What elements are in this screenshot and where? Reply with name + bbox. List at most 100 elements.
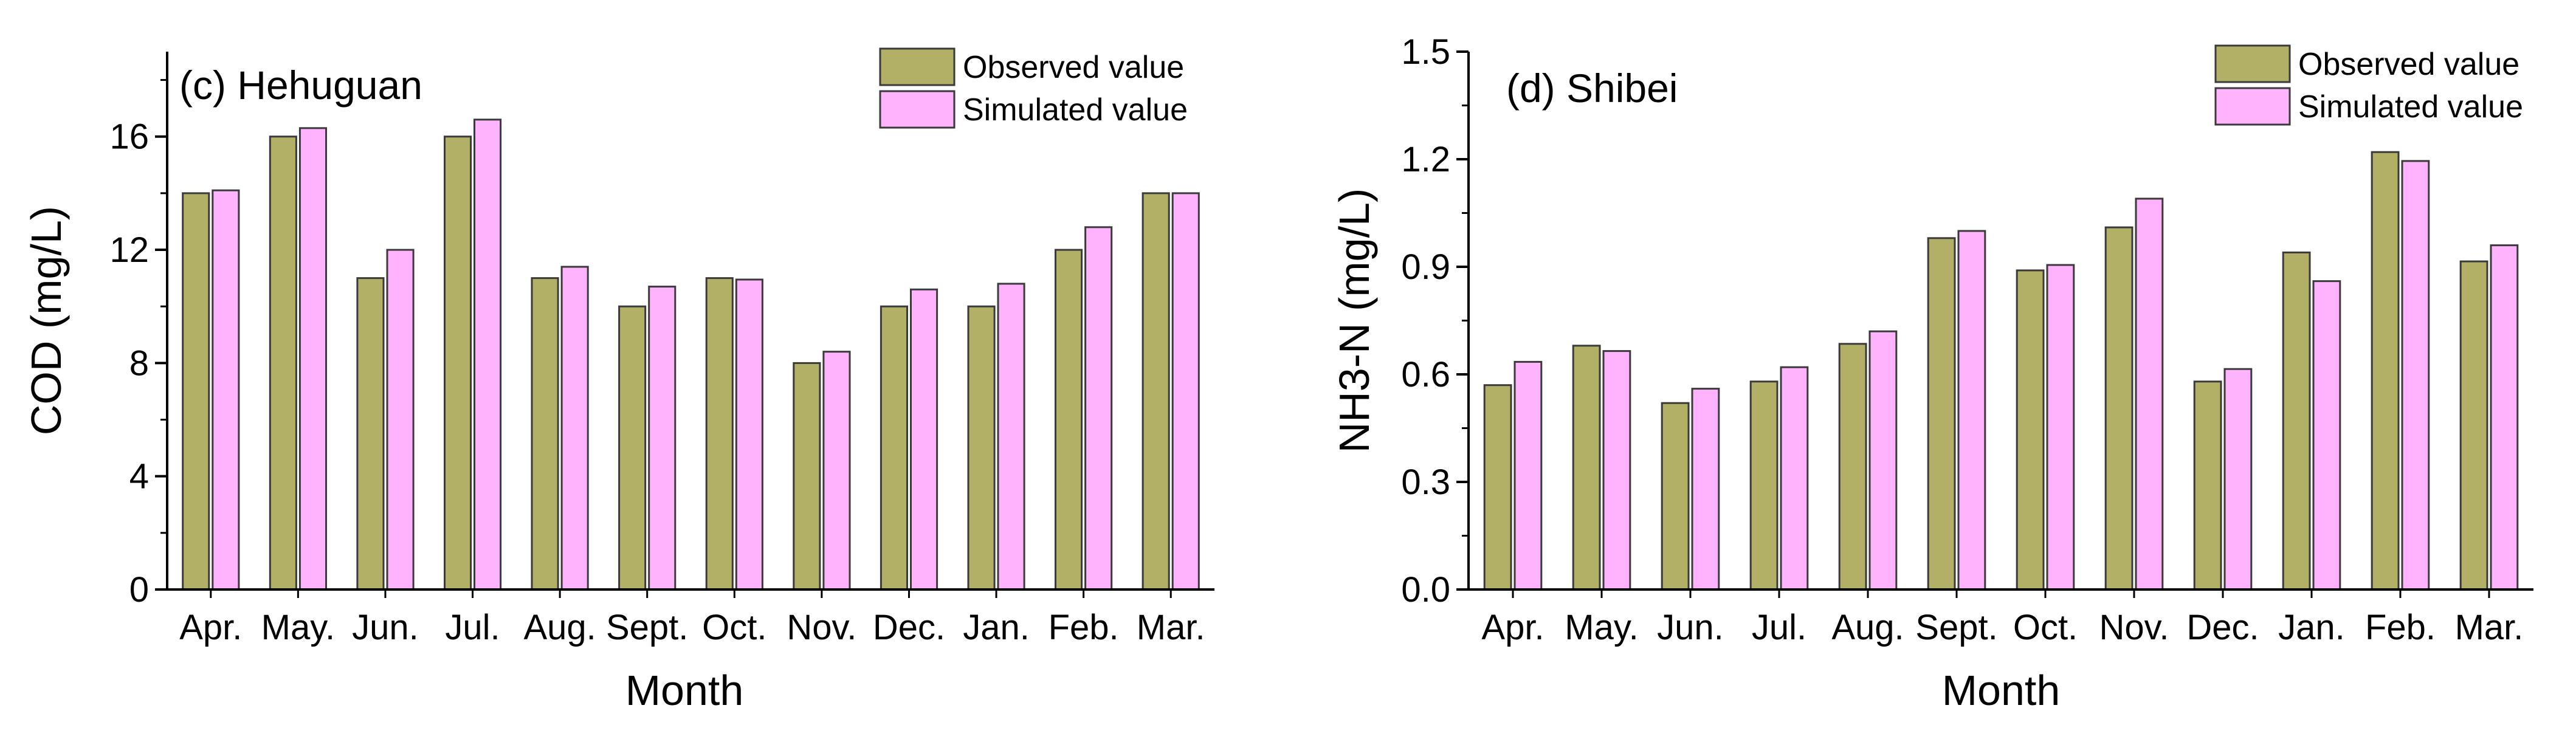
x-tick-label-aug: Aug. <box>523 608 596 647</box>
bar-simulated-nov <box>822 351 851 591</box>
bar-observed-apr <box>1483 384 1512 591</box>
y-tick-label: 0 <box>129 570 149 610</box>
bar-observed-feb <box>2371 151 2400 591</box>
bar-observed-oct <box>705 277 734 591</box>
bar-simulated-may <box>1602 350 1631 591</box>
y-tick-label: 4 <box>129 457 149 497</box>
bar-simulated-oct <box>735 278 763 591</box>
x-tick-label-may: May. <box>1565 608 1638 647</box>
bar-simulated-jul <box>474 119 502 591</box>
x-tick-label-apr: Apr. <box>179 608 242 647</box>
bar-observed-mar <box>2459 260 2488 591</box>
y-tick-label: 0.6 <box>1401 355 1450 394</box>
x-tick-label-feb: Feb. <box>2365 608 2436 647</box>
x-tick-label-nov: Nov. <box>787 608 856 647</box>
legend-swatch-observed <box>2214 44 2291 83</box>
x-tick-label-feb: Feb. <box>1049 608 1119 647</box>
x-tick-label-mar: Mar. <box>2455 608 2524 647</box>
y-tick-label: 12 <box>109 230 149 270</box>
y-tick-label: 0.9 <box>1401 247 1450 287</box>
legend-swatch-simulated <box>879 90 956 129</box>
x-tick-label-jun: Jun. <box>1657 608 1724 647</box>
x-tick-label-dec: Dec. <box>873 608 945 647</box>
chart-panel-1: 0.0 0.3 0.6 0.9 1.2 1.5 Apr. May. Jun. Jul. Aug. Se… <box>1331 32 2533 714</box>
x-tick-label-dec: Dec. <box>2186 608 2259 647</box>
x-tick-label-jun: Jun. <box>352 608 419 647</box>
legend-swatch-simulated <box>2214 87 2291 126</box>
bar-simulated-dec <box>910 288 938 591</box>
x-axis-label: Month <box>625 667 744 714</box>
legend-label-observed: Observed value <box>963 50 1184 85</box>
x-tick-label-oct: Oct. <box>2013 608 2078 647</box>
bar-simulated-jun <box>386 249 415 591</box>
bar-simulated-apr <box>1514 360 1543 591</box>
bar-observed-oct <box>2016 269 2045 591</box>
bar-simulated-apr <box>212 189 240 591</box>
x-tick-label-nov: Nov. <box>2099 608 2169 647</box>
bar-observed-feb <box>1055 249 1083 591</box>
x-tick-label-sept: Sept. <box>1915 608 1997 647</box>
bar-simulated-feb <box>2401 160 2430 591</box>
bar-observed-sept <box>618 305 647 591</box>
bar-observed-aug <box>1838 343 1867 591</box>
panel-title: (d) Shibei <box>1506 66 1678 111</box>
y-axis-label: NH3-N (mg/L) <box>1331 188 1378 453</box>
y-tick-label: 8 <box>129 343 149 383</box>
bar-observed-mar <box>1142 192 1170 591</box>
bar-observed-dec <box>2193 380 2222 591</box>
bar-simulated-jun <box>1691 388 1720 591</box>
bar-simulated-sept <box>1957 230 1986 591</box>
legend-label-simulated: Simulated value <box>963 92 1188 128</box>
legend-label-observed: Observed value <box>2298 47 2519 82</box>
bar-simulated-jul <box>1780 366 1809 591</box>
y-tick-label: 0.0 <box>1401 570 1450 610</box>
bar-simulated-nov <box>2135 198 2164 591</box>
bar-observed-jul <box>444 136 472 591</box>
bar-observed-nov <box>2104 226 2133 591</box>
x-tick-label-mar: Mar. <box>1137 608 1205 647</box>
x-tick-label-apr: Apr. <box>1481 608 1544 647</box>
legend-label-simulated: Simulated value <box>2298 89 2523 125</box>
y-tick-label: 1.5 <box>1401 32 1450 72</box>
bar-observed-jun <box>356 277 385 591</box>
x-tick-label-oct: Oct. <box>702 608 766 647</box>
bar-observed-nov <box>793 362 821 591</box>
x-tick-label-jul: Jul. <box>1752 608 1806 647</box>
bar-simulated-mar <box>1171 192 1200 591</box>
bar-observed-may <box>269 136 297 591</box>
chart-panel-0: 0 4 8 12 16 Apr. May. Jun. Jul. Aug. Sept. Oct. Nov.… <box>22 47 1214 714</box>
bar-observed-apr <box>182 192 210 591</box>
y-tick-label: 1.2 <box>1401 140 1450 179</box>
legend-swatch-observed <box>879 47 956 86</box>
y-tick-label: 16 <box>109 117 149 157</box>
x-tick-label-jan: Jan. <box>2278 608 2345 647</box>
bar-observed-jul <box>1749 380 1779 591</box>
bar-observed-dec <box>880 305 909 591</box>
bar-simulated-feb <box>1084 226 1113 591</box>
x-axis-label: Month <box>1942 667 2061 714</box>
bar-simulated-oct <box>2046 264 2075 591</box>
bar-simulated-may <box>298 127 327 591</box>
bar-simulated-mar <box>2490 244 2519 591</box>
bar-observed-sept <box>1927 237 1956 591</box>
legend: Observed value Simulated value <box>2214 44 2523 126</box>
bar-simulated-jan <box>997 283 1025 591</box>
x-tick-label-sept: Sept. <box>606 608 688 647</box>
panel-title: (c) Hehuguan <box>179 63 422 108</box>
x-tick-label-aug: Aug. <box>1831 608 1904 647</box>
bar-simulated-sept <box>648 286 677 591</box>
bar-simulated-aug <box>560 266 589 591</box>
y-tick-label: 0.3 <box>1401 462 1450 502</box>
bar-observed-aug <box>531 277 559 591</box>
bar-observed-jan <box>2282 251 2311 591</box>
x-tick-label-jan: Jan. <box>963 608 1030 647</box>
bar-observed-may <box>1572 345 1601 591</box>
bar-simulated-jan <box>2312 280 2341 591</box>
legend: Observed value Simulated value <box>879 47 1188 129</box>
bar-observed-jun <box>1661 402 1690 591</box>
bar-simulated-aug <box>1868 330 1898 591</box>
y-axis-label: COD (mg/L) <box>22 206 70 435</box>
bar-observed-jan <box>967 305 996 591</box>
